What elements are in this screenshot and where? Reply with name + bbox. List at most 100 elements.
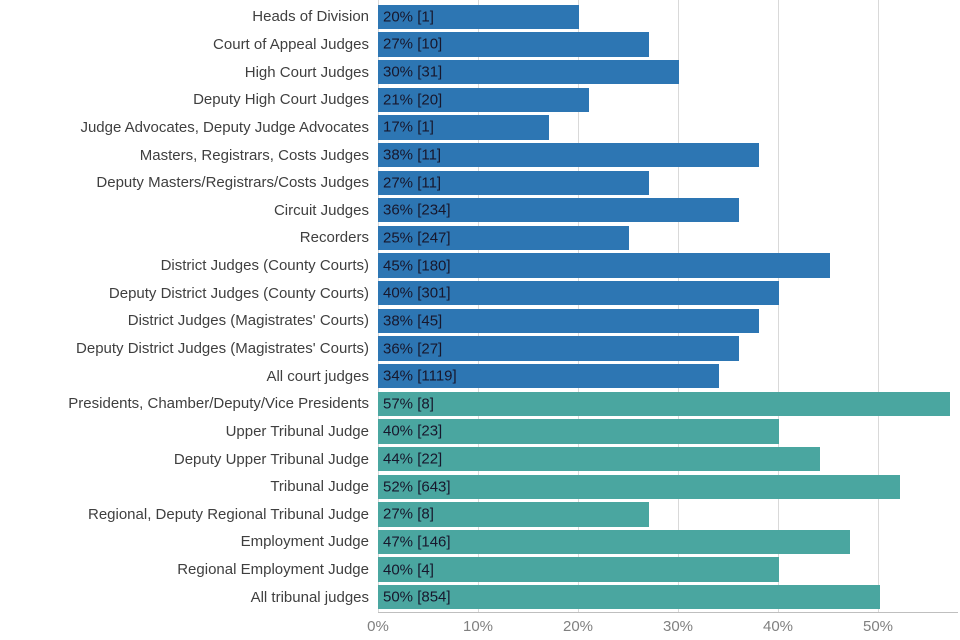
category-label: Deputy Upper Tribunal Judge bbox=[173, 450, 369, 468]
chart-row: District Judges (Magistrates' Courts) 38%… bbox=[0, 307, 960, 335]
bar bbox=[378, 529, 850, 555]
chart-row: Deputy High Court Judges 21% [20] bbox=[0, 86, 960, 114]
bar bbox=[378, 308, 760, 334]
bar-value-label: 30% [31] bbox=[383, 63, 443, 81]
bar-value-label: 21% [20] bbox=[383, 91, 443, 109]
bar-track: 40% [4] bbox=[378, 556, 960, 584]
bar-track: 52% [643] bbox=[378, 473, 960, 501]
bar bbox=[378, 281, 780, 306]
chart-row: Circuit Judges 36% [234] bbox=[0, 196, 960, 224]
bar-track: 27% [10] bbox=[378, 31, 960, 59]
chart-row: All court judges 34% [1119] bbox=[0, 362, 960, 390]
category-label: Deputy District Judges (County Courts) bbox=[108, 284, 369, 302]
bar-track: 50% [854] bbox=[378, 583, 960, 611]
bar-track: 40% [23] bbox=[378, 418, 960, 446]
bar-value-label: 40% [301] bbox=[383, 284, 451, 302]
category-label: Recorders bbox=[299, 229, 369, 247]
bar-track: 17% [1] bbox=[378, 114, 960, 142]
x-axis-tick-label: 10% bbox=[462, 618, 494, 635]
bar-value-label: 40% [23] bbox=[383, 422, 443, 440]
bar bbox=[378, 419, 780, 444]
gridline bbox=[578, 0, 579, 612]
category-label: All tribunal judges bbox=[250, 588, 369, 606]
bar-value-label: 27% [10] bbox=[383, 35, 443, 53]
category-label: Circuit Judges bbox=[273, 201, 369, 219]
bar bbox=[378, 225, 629, 251]
chart-row: Recorders 25% [247] bbox=[0, 224, 960, 252]
bar bbox=[378, 59, 680, 85]
bar-value-label: 20% [1] bbox=[383, 8, 434, 26]
bar bbox=[378, 142, 760, 168]
category-label: District Judges (County Courts) bbox=[160, 257, 369, 275]
bar-track: 34% [1119] bbox=[378, 362, 960, 390]
bar bbox=[378, 170, 649, 195]
bar-value-label: 47% [146] bbox=[383, 533, 451, 551]
bar bbox=[378, 115, 549, 140]
x-axis: 0% 10% 20% 30% 40% 50% bbox=[367, 612, 958, 640]
bar bbox=[378, 363, 720, 389]
category-label: Employment Judge bbox=[240, 533, 369, 551]
x-axis-tick-label: 50% bbox=[862, 618, 894, 635]
bar-value-label: 50% [854] bbox=[383, 588, 451, 606]
chart-row: Deputy District Judges (County Courts) 40… bbox=[0, 279, 960, 307]
gridline bbox=[478, 0, 479, 612]
bar bbox=[378, 585, 880, 610]
bar-value-label: 57% [8] bbox=[383, 395, 434, 413]
bar bbox=[378, 557, 780, 582]
bar-value-label: 44% [22] bbox=[383, 450, 443, 468]
chart-row: Presidents, Chamber/Deputy/Vice Presiden… bbox=[0, 390, 960, 418]
chart-row: Court of Appeal Judges 27% [10] bbox=[0, 31, 960, 59]
bar-value-label: 38% [11] bbox=[383, 146, 442, 164]
bar-value-label: 36% [234] bbox=[383, 201, 451, 219]
chart-row: Employment Judge 47% [146] bbox=[0, 528, 960, 556]
chart-row: Deputy Masters/Registrars/Costs Judges 27… bbox=[0, 169, 960, 197]
category-label: Deputy High Court Judges bbox=[193, 91, 369, 109]
bar-track: 27% [8] bbox=[378, 501, 960, 529]
bar-rows: Heads of Division 20% [1] Court of Appeal … bbox=[0, 3, 960, 611]
bar-track: 57% [8] bbox=[378, 390, 960, 418]
bar-value-label: 36% [27] bbox=[383, 340, 443, 357]
bar-value-label: 17% [1] bbox=[383, 118, 434, 136]
category-label: All court judges bbox=[266, 367, 369, 385]
x-axis-tick-label: 40% bbox=[762, 618, 794, 635]
category-label: Court of Appeal Judges bbox=[213, 35, 369, 53]
bar-value-label: 34% [1119] bbox=[383, 367, 457, 385]
chart-row: High Court Judges 30% [31] bbox=[0, 58, 960, 86]
bar bbox=[378, 474, 900, 499]
bar-value-label: 27% [11] bbox=[383, 174, 442, 192]
bar-track: 30% [31] bbox=[378, 58, 960, 86]
bar bbox=[378, 391, 950, 416]
bar-track: 38% [45] bbox=[378, 307, 960, 335]
bar-value-label: 25% [247] bbox=[383, 229, 451, 247]
gridline bbox=[678, 0, 679, 612]
category-label: Judge Advocates, Deputy Judge Advocates bbox=[80, 118, 369, 136]
category-label: District Judges (Magistrates' Courts) bbox=[127, 312, 369, 330]
bar-value-label: 45% [180] bbox=[383, 257, 451, 275]
bar-track: 45% [180] bbox=[378, 252, 960, 280]
category-label: Presidents, Chamber/Deputy/Vice Presiden… bbox=[68, 395, 369, 413]
x-axis-tick-label: 0% bbox=[367, 618, 389, 635]
bar bbox=[378, 4, 579, 29]
bar bbox=[378, 336, 740, 361]
chart-row: Heads of Division 20% [1] bbox=[0, 3, 960, 31]
x-axis-tick-label: 20% bbox=[562, 618, 594, 635]
bar-track: 20% [1] bbox=[378, 3, 960, 31]
gridline bbox=[878, 0, 879, 612]
x-axis-tick-label: 30% bbox=[662, 618, 694, 635]
bar bbox=[378, 253, 830, 278]
bar bbox=[378, 446, 820, 472]
chart-row: Deputy District Judges (Magistrates' Cou… bbox=[0, 335, 960, 363]
bar-track: 25% [247] bbox=[378, 224, 960, 252]
bar bbox=[378, 198, 740, 223]
bar-value-label: 52% [643] bbox=[383, 478, 451, 496]
bar-value-label: 40% [4] bbox=[383, 561, 434, 579]
gridline bbox=[378, 0, 379, 612]
bar-track: 47% [146] bbox=[378, 528, 960, 556]
bar-track: 21% [20] bbox=[378, 86, 960, 114]
category-label: Deputy District Judges (Magistrates' Cou… bbox=[76, 340, 369, 357]
chart-row: Tribunal Judge 52% [643] bbox=[0, 473, 960, 501]
category-label: Masters, Registrars, Costs Judges bbox=[139, 146, 369, 164]
bar-track: 36% [234] bbox=[378, 196, 960, 224]
chart-row: Masters, Registrars, Costs Judges 38% [11… bbox=[0, 141, 960, 169]
